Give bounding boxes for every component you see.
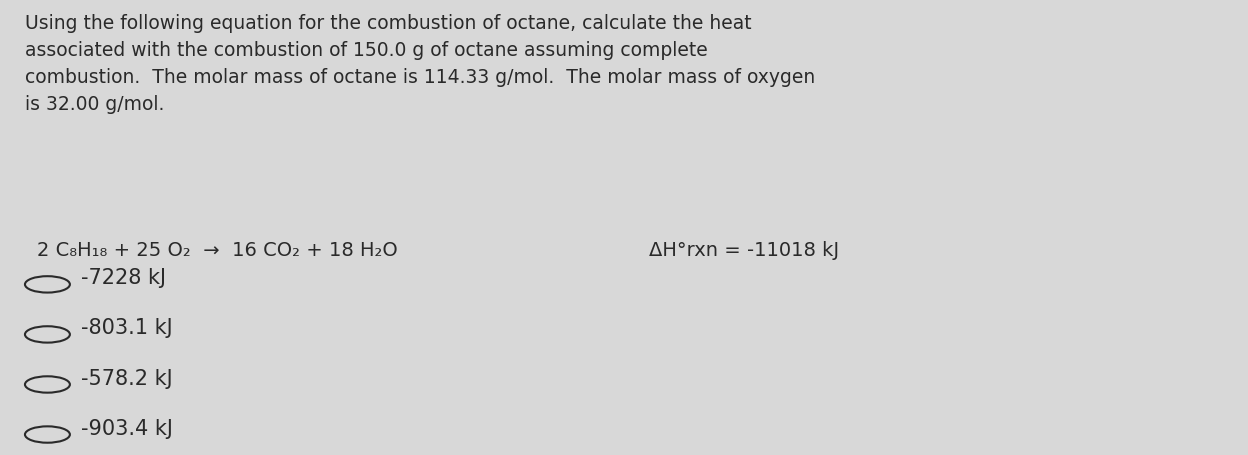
Text: -7228 kJ: -7228 kJ — [81, 268, 166, 288]
Text: -578.2 kJ: -578.2 kJ — [81, 369, 172, 389]
Text: 2 C₈H₁₈ + 25 O₂  →  16 CO₂ + 18 H₂O: 2 C₈H₁₈ + 25 O₂ → 16 CO₂ + 18 H₂O — [37, 241, 398, 260]
Text: Using the following equation for the combustion of octane, calculate the heat
as: Using the following equation for the com… — [25, 14, 815, 114]
Text: ΔH°rxn = -11018 kJ: ΔH°rxn = -11018 kJ — [649, 241, 839, 260]
Text: -903.4 kJ: -903.4 kJ — [81, 419, 173, 439]
Text: -803.1 kJ: -803.1 kJ — [81, 318, 172, 339]
